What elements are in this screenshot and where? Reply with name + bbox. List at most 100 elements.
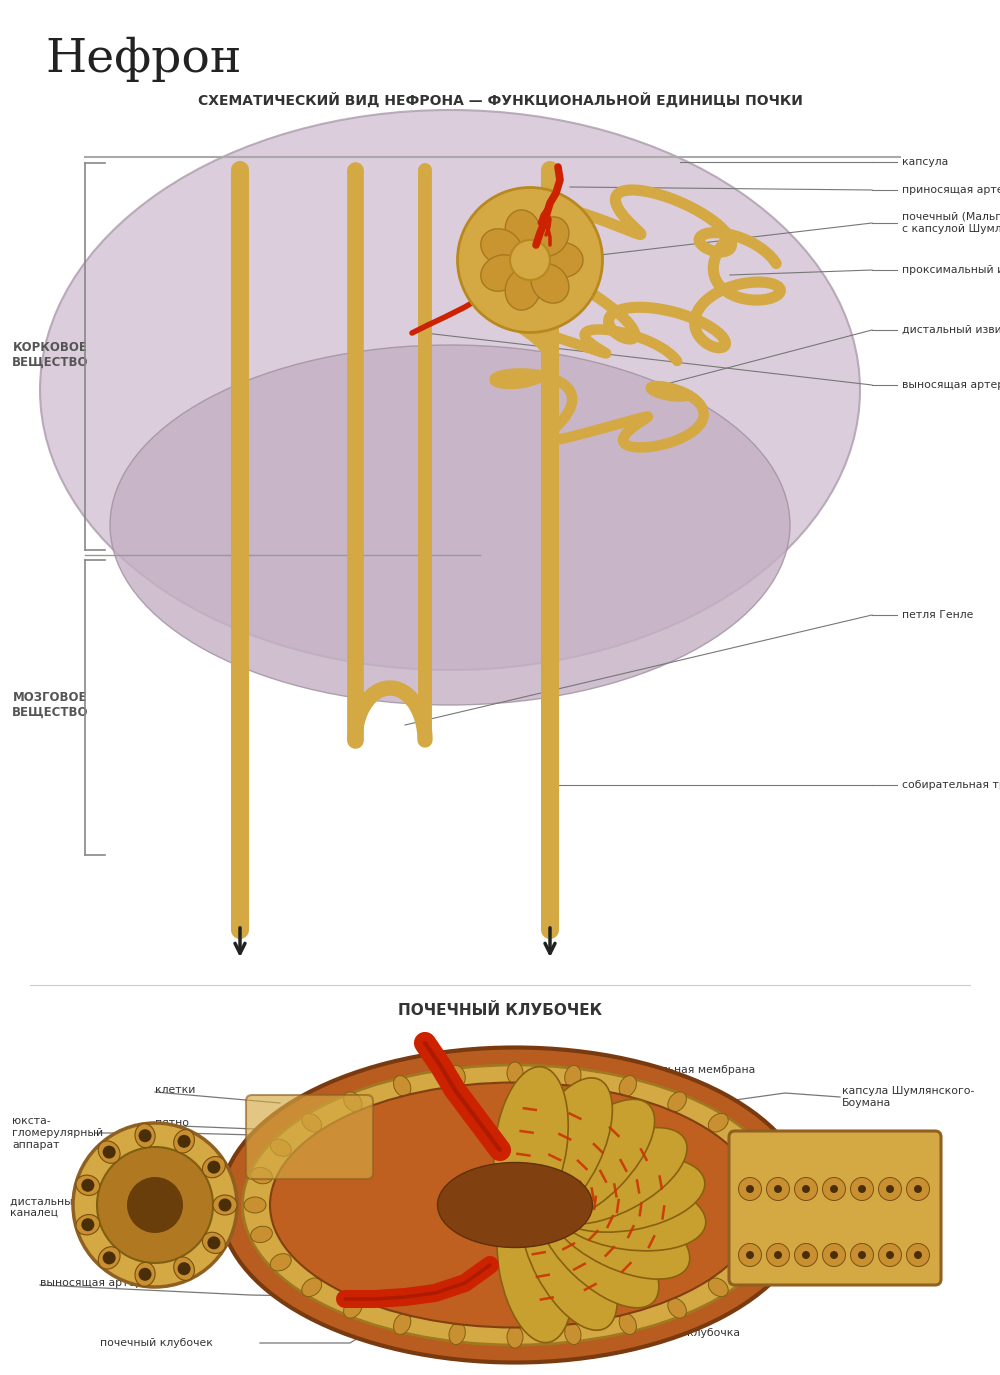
Ellipse shape — [438, 1162, 592, 1247]
Circle shape — [207, 1160, 220, 1174]
Ellipse shape — [270, 1082, 760, 1327]
Ellipse shape — [507, 1062, 523, 1084]
Ellipse shape — [344, 1298, 362, 1319]
Ellipse shape — [270, 1254, 291, 1270]
Ellipse shape — [565, 1323, 581, 1345]
Ellipse shape — [494, 1067, 568, 1221]
Circle shape — [97, 1147, 213, 1264]
Ellipse shape — [531, 217, 569, 256]
Ellipse shape — [220, 1048, 810, 1363]
Ellipse shape — [521, 1189, 617, 1330]
Text: пятно: пятно — [155, 1118, 189, 1128]
Circle shape — [218, 1199, 232, 1211]
Circle shape — [767, 1243, 790, 1266]
Circle shape — [73, 1123, 237, 1287]
Ellipse shape — [547, 1185, 690, 1279]
Ellipse shape — [541, 242, 583, 278]
Circle shape — [886, 1251, 894, 1260]
Circle shape — [127, 1177, 183, 1233]
Ellipse shape — [98, 1247, 120, 1269]
Ellipse shape — [251, 1167, 272, 1184]
Ellipse shape — [394, 1075, 411, 1097]
Text: ПОЧЕЧНЫЙ КЛУБОЧЕК: ПОЧЕЧНЫЙ КЛУБОЧЕК — [398, 1002, 602, 1018]
Ellipse shape — [497, 1189, 573, 1342]
Circle shape — [914, 1251, 922, 1260]
Circle shape — [851, 1177, 874, 1200]
Circle shape — [178, 1262, 191, 1275]
Circle shape — [738, 1177, 762, 1200]
Circle shape — [794, 1243, 818, 1266]
Circle shape — [81, 1178, 94, 1192]
Text: петля Генле: петля Генле — [902, 610, 973, 620]
Ellipse shape — [552, 1177, 706, 1251]
Ellipse shape — [213, 1195, 237, 1216]
Ellipse shape — [202, 1232, 225, 1254]
Text: париетальный
эпителий: париетальный эпителий — [635, 1092, 719, 1114]
Ellipse shape — [98, 1141, 120, 1163]
Ellipse shape — [505, 210, 541, 252]
Circle shape — [139, 1129, 152, 1143]
Circle shape — [914, 1185, 922, 1194]
Text: почечный (Мальпигиев) клубочек
с капсулой Шумлянского-Боумана: почечный (Мальпигиев) клубочек с капсуло… — [902, 212, 1000, 234]
Circle shape — [103, 1251, 116, 1265]
FancyBboxPatch shape — [246, 1094, 373, 1178]
Circle shape — [746, 1185, 754, 1194]
Ellipse shape — [76, 1214, 100, 1235]
Ellipse shape — [135, 1123, 155, 1148]
Ellipse shape — [535, 1099, 655, 1221]
Ellipse shape — [531, 264, 569, 302]
Ellipse shape — [174, 1130, 194, 1154]
Circle shape — [906, 1177, 930, 1200]
Ellipse shape — [242, 1066, 788, 1345]
Ellipse shape — [764, 1198, 786, 1213]
Ellipse shape — [244, 1198, 266, 1213]
Ellipse shape — [344, 1092, 362, 1112]
Ellipse shape — [458, 187, 602, 333]
Ellipse shape — [708, 1114, 728, 1132]
Text: капсула Шумлянского-
Боумана: капсула Шумлянского- Боумана — [842, 1086, 974, 1108]
Text: капилляры клубочка: капилляры клубочка — [620, 1328, 740, 1338]
Ellipse shape — [202, 1156, 225, 1178]
Circle shape — [822, 1243, 846, 1266]
Circle shape — [178, 1134, 191, 1148]
Text: КОРКОВОЕ
ВЕЩЕСТВО: КОРКОВОЕ ВЕЩЕСТВО — [12, 341, 88, 368]
Text: МОЗГОВОЕ
ВЕЩЕСТВО: МОЗГОВОЕ ВЕЩЕСТВО — [12, 692, 88, 719]
FancyBboxPatch shape — [729, 1132, 941, 1286]
Ellipse shape — [174, 1257, 194, 1280]
Circle shape — [794, 1177, 818, 1200]
Circle shape — [774, 1251, 782, 1260]
Circle shape — [822, 1177, 846, 1200]
Circle shape — [139, 1268, 152, 1280]
Ellipse shape — [739, 1138, 760, 1156]
Text: проксимальный
извитой каналец: проксимальный извитой каналец — [842, 1166, 940, 1188]
Text: дистальный извитой
каналец: дистальный извитой каналец — [10, 1196, 130, 1218]
Circle shape — [207, 1236, 220, 1250]
Ellipse shape — [758, 1226, 779, 1243]
Circle shape — [879, 1243, 902, 1266]
Ellipse shape — [507, 1326, 523, 1348]
Circle shape — [802, 1185, 810, 1194]
Circle shape — [738, 1243, 762, 1266]
Text: проксимальный извитой каналец: проксимальный извитой каналец — [902, 265, 1000, 275]
Ellipse shape — [739, 1254, 760, 1270]
Ellipse shape — [552, 1156, 705, 1232]
Circle shape — [767, 1177, 790, 1200]
Ellipse shape — [619, 1313, 636, 1334]
Text: почечный клубочек: почечный клубочек — [100, 1338, 213, 1348]
Text: висцеральный
эпителий: висцеральный эпителий — [635, 1126, 718, 1148]
Text: клетки: клетки — [155, 1085, 195, 1094]
Text: Нефрон: Нефрон — [45, 37, 241, 82]
Ellipse shape — [76, 1176, 100, 1195]
Ellipse shape — [302, 1114, 322, 1132]
Circle shape — [886, 1185, 894, 1194]
Text: СХЕМАТИЧЕСКИЙ ВИД НЕФРОНА — ФУНКЦИОНАЛЬНОЙ ЕДИНИЦЫ ПОЧКИ: СХЕМАТИЧЕСКИЙ ВИД НЕФРОНА — ФУНКЦИОНАЛЬН… — [198, 94, 802, 109]
Ellipse shape — [270, 1138, 291, 1156]
Circle shape — [103, 1145, 116, 1159]
Text: капсула: капсула — [902, 157, 948, 166]
Ellipse shape — [758, 1167, 779, 1184]
Circle shape — [746, 1251, 754, 1260]
Circle shape — [830, 1251, 838, 1260]
Text: собирательная трубочка: собирательная трубочка — [902, 780, 1000, 791]
Text: выносящая артериола: выносящая артериола — [902, 380, 1000, 390]
Text: дистальный извитой каналец: дистальный извитой каналец — [902, 324, 1000, 336]
